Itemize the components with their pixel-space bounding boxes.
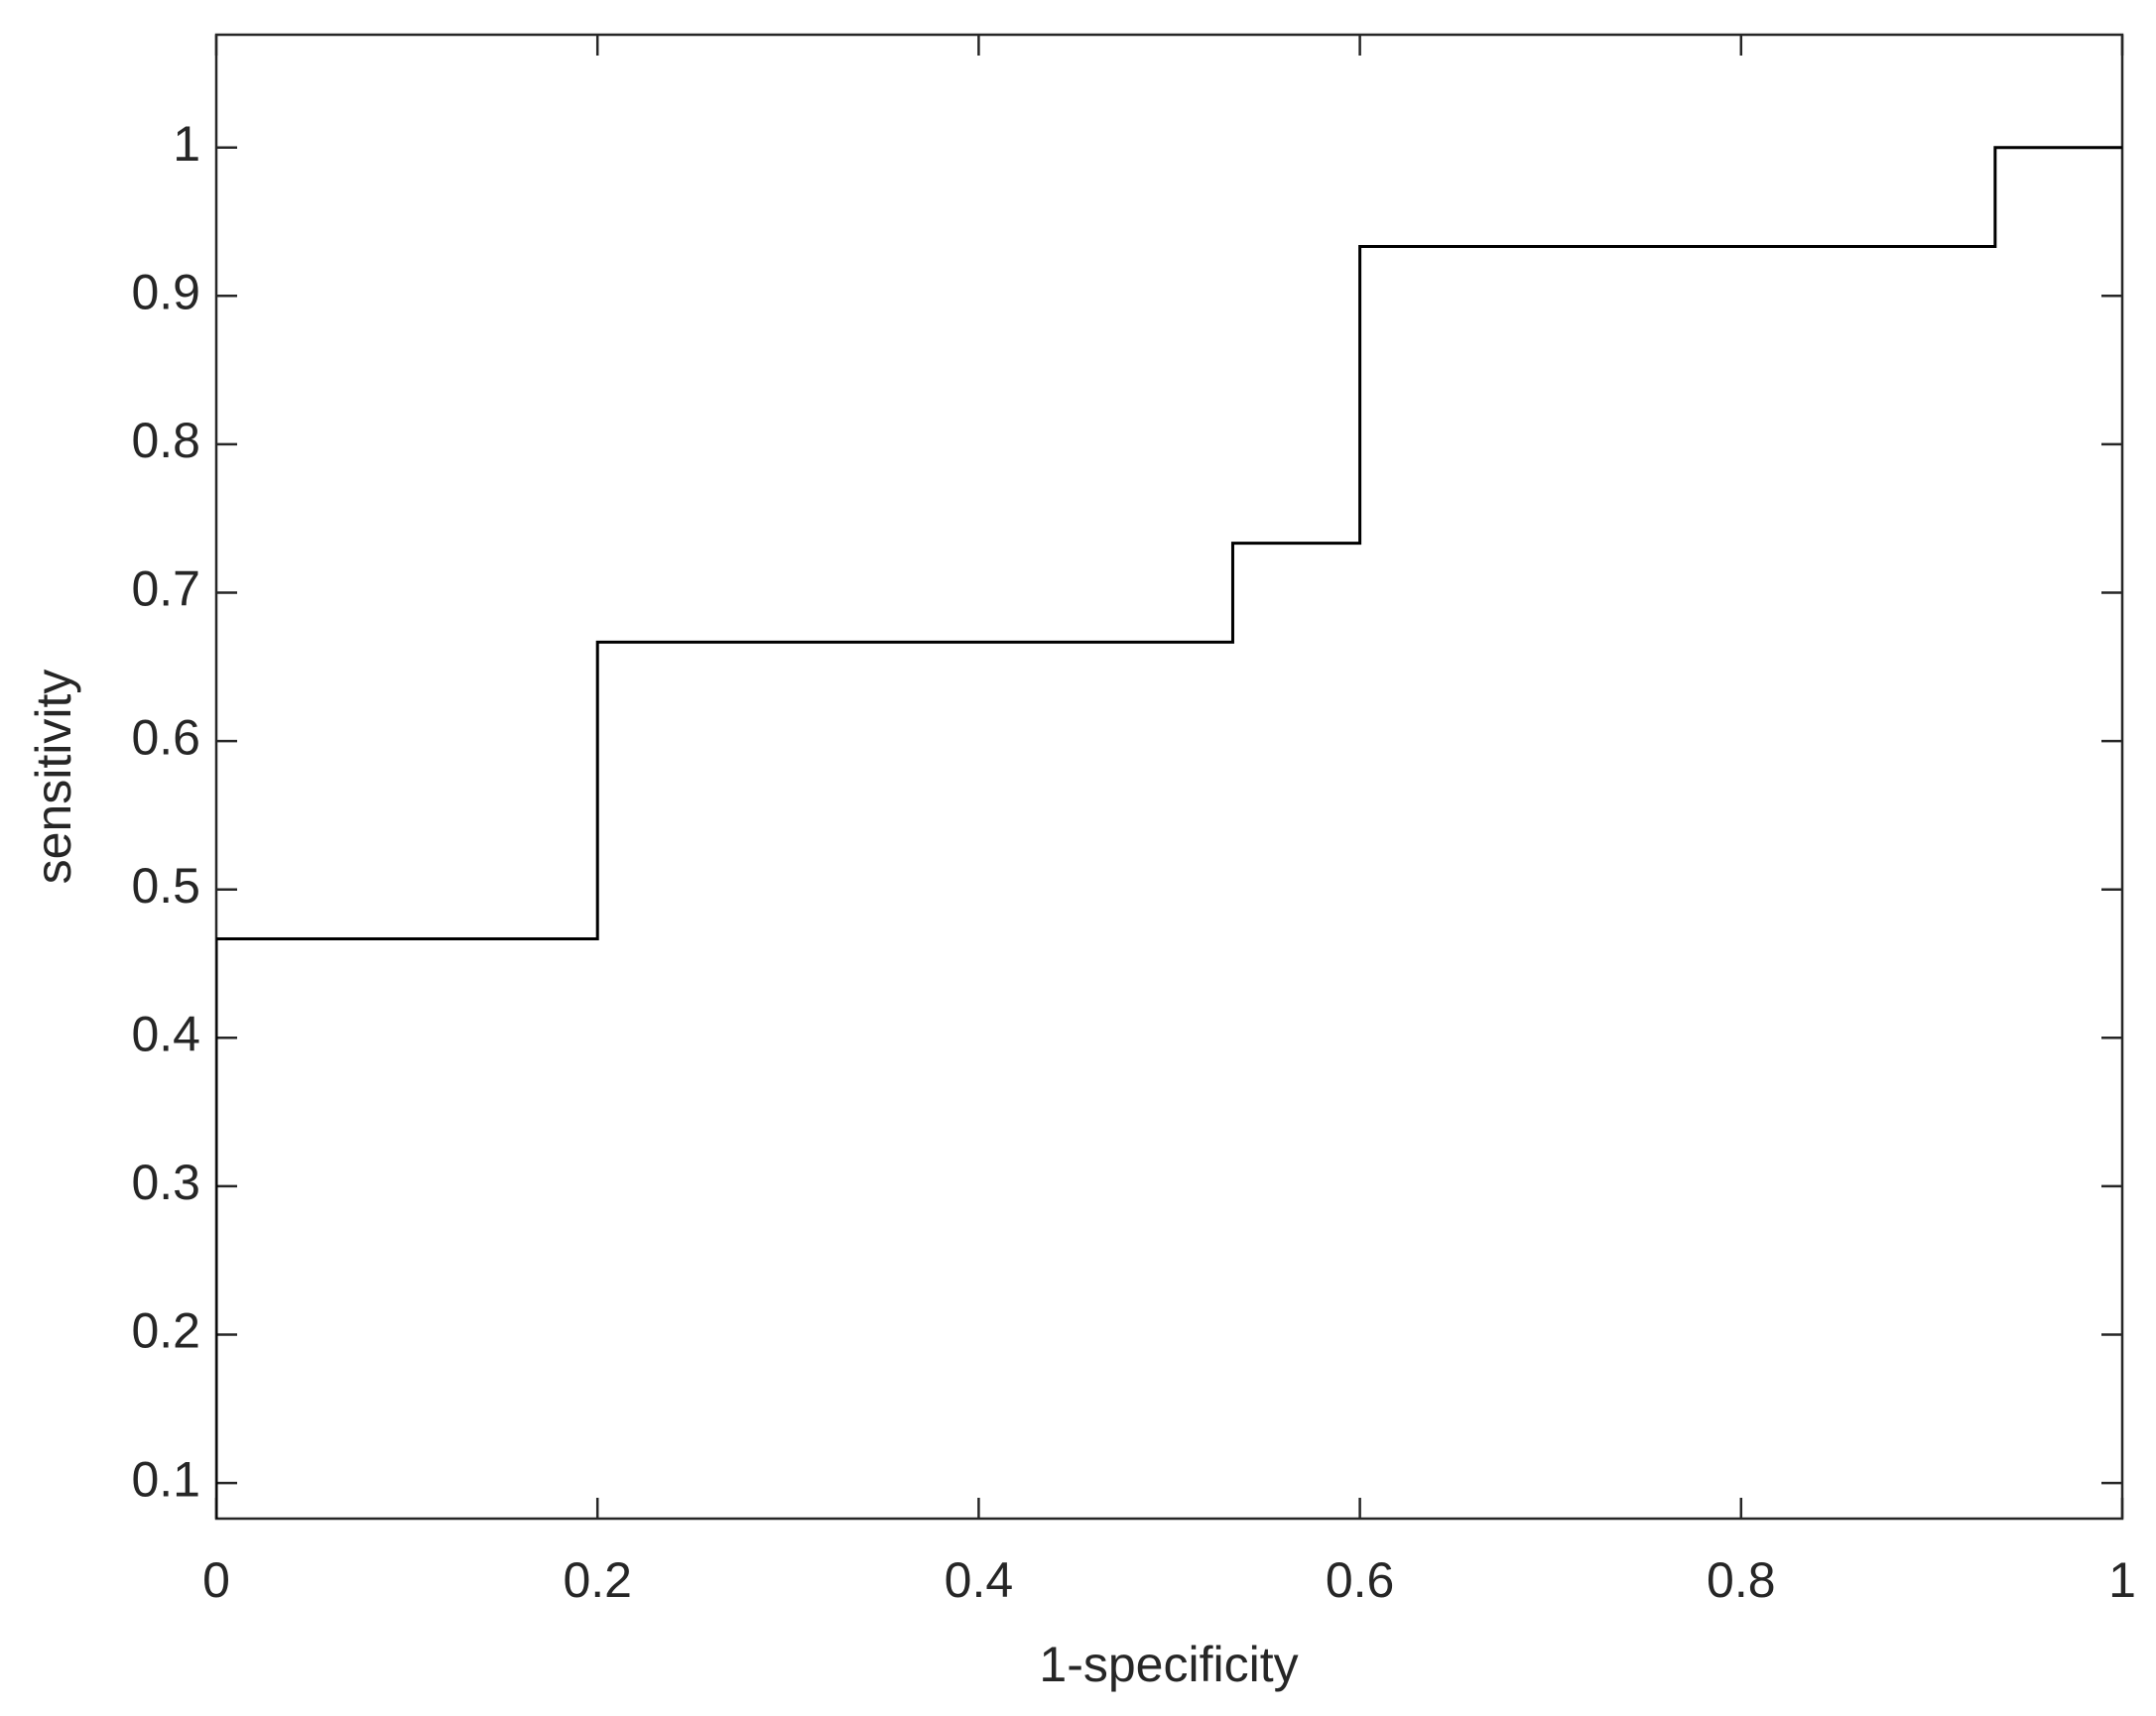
data-line	[216, 146, 2122, 1519]
y-tick-label: 0.7	[131, 561, 200, 617]
y-tick-label: 0.4	[131, 1006, 200, 1061]
x-tick-label: 0.2	[563, 1552, 632, 1608]
x-tick-label: 0.6	[1326, 1552, 1395, 1608]
x-tick-label: 0.8	[1707, 1552, 1776, 1608]
y-tick-label: 0.1	[131, 1451, 200, 1507]
x-axis-label: 1-specificity	[1039, 1637, 1298, 1692]
x-tick-label: 0	[202, 1552, 230, 1608]
axes-box	[214, 33, 2124, 1521]
y-axis-label: sensitivity	[26, 670, 81, 885]
y-tick-label: 0.2	[131, 1303, 200, 1359]
x-tick-label: 1	[2108, 1552, 2136, 1608]
y-tick-label: 0.6	[131, 709, 200, 765]
y-tick-label: 0.8	[131, 413, 200, 468]
x-tick-label: 0.4	[945, 1552, 1014, 1608]
y-tick-label: 0.9	[131, 264, 200, 319]
y-tick-label: 0.5	[131, 858, 200, 914]
y-tick-label: 0.3	[131, 1155, 200, 1210]
y-tick-label: 1	[173, 116, 200, 172]
